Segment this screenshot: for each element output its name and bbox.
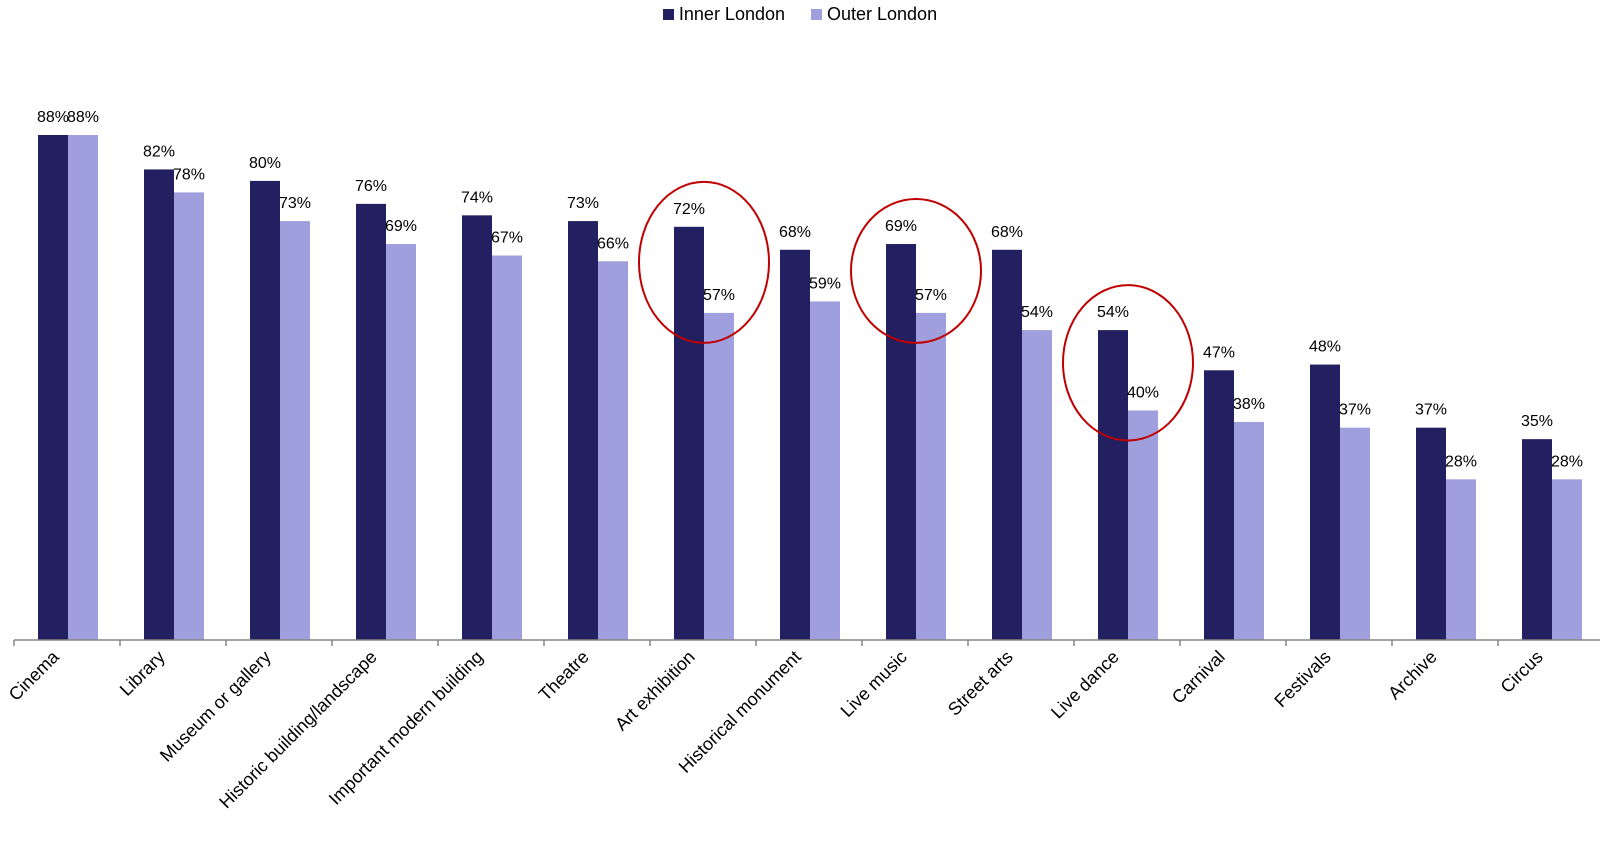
bar-inner-london-historical-monument <box>780 249 810 641</box>
bar-outer-london-museum-or-gallery <box>280 221 310 641</box>
data-label-inner-london-historical-monument: 68% <box>779 224 811 241</box>
category-label-archive: Archive <box>1384 647 1441 704</box>
bar-inner-london-historic-building-landscape <box>356 203 386 640</box>
data-label-outer-london-live-dance: 40% <box>1127 384 1159 401</box>
category-label-festivals: Festivals <box>1270 647 1334 711</box>
data-label-outer-london-carnival: 38% <box>1233 396 1265 413</box>
bar-outer-london-archive <box>1446 479 1476 640</box>
data-label-inner-london-museum-or-gallery: 80% <box>249 155 281 172</box>
data-label-inner-london-street-arts: 68% <box>991 224 1023 241</box>
data-label-inner-london-archive: 37% <box>1415 402 1447 419</box>
data-label-outer-london-archive: 28% <box>1445 453 1477 470</box>
data-label-inner-london-cinema: 88% <box>37 109 69 126</box>
data-label-inner-london-historic-building-landscape: 76% <box>355 178 387 195</box>
data-label-outer-london-library: 78% <box>173 166 205 183</box>
bar-inner-london-theatre <box>568 221 598 641</box>
data-label-outer-london-theatre: 66% <box>597 235 629 252</box>
legend-swatch-outer-london <box>811 9 822 20</box>
bar-outer-london-cinema <box>68 135 98 640</box>
data-label-outer-london-cinema: 88% <box>67 109 99 126</box>
category-label-street-arts: Street arts <box>944 647 1017 720</box>
legend-label-inner-london: Inner London <box>678 4 785 24</box>
category-label-museum-or-gallery: Museum or gallery <box>156 647 275 766</box>
bar-inner-london-museum-or-gallery <box>250 180 280 640</box>
data-label-outer-london-street-arts: 54% <box>1021 304 1053 321</box>
bar-inner-london-street-arts <box>992 249 1022 641</box>
category-label-library: Library <box>116 647 169 700</box>
category-label-carnival: Carnival <box>1168 647 1229 708</box>
bar-inner-london-carnival <box>1204 370 1234 640</box>
bar-outer-london-festivals <box>1340 427 1370 640</box>
bar-inner-london-live-dance <box>1098 330 1128 640</box>
category-label-theatre: Theatre <box>535 647 593 705</box>
data-label-inner-london-important-modern-building: 74% <box>461 189 493 206</box>
category-label-live-music: Live music <box>837 647 911 721</box>
highlight-ellipse-live-music <box>850 198 982 344</box>
bar-inner-london-cinema <box>38 135 68 640</box>
data-label-outer-london-festivals: 37% <box>1339 402 1371 419</box>
bar-outer-london-live-music <box>916 312 946 640</box>
data-label-outer-london-historic-building-landscape: 69% <box>385 218 417 235</box>
bar-outer-london-art-exhibition <box>704 312 734 640</box>
bar-outer-london-library <box>174 192 204 641</box>
bar-inner-london-archive <box>1416 427 1446 640</box>
data-label-outer-london-historical-monument: 59% <box>809 275 841 292</box>
data-label-inner-london-live-dance: 54% <box>1097 304 1129 321</box>
category-label-historical-monument: Historical monument <box>675 647 805 777</box>
bar-inner-london-important-modern-building <box>462 215 492 640</box>
legend-item-inner-london: Inner London <box>662 4 785 25</box>
bar-outer-london-theatre <box>598 261 628 640</box>
category-label-art-exhibition: Art exhibition <box>611 647 699 735</box>
bar-inner-london-circus <box>1522 439 1552 640</box>
data-label-outer-london-circus: 28% <box>1551 453 1583 470</box>
legend-swatch-inner-london <box>662 9 674 20</box>
data-label-inner-london-carnival: 47% <box>1203 344 1235 361</box>
bar-inner-london-library <box>144 169 174 640</box>
data-label-outer-london-museum-or-gallery: 73% <box>279 195 311 212</box>
data-label-inner-london-live-music: 69% <box>885 218 917 235</box>
legend-label-outer-london: Outer London <box>827 4 938 24</box>
data-label-inner-london-theatre: 73% <box>567 195 599 212</box>
bar-inner-london-art-exhibition <box>674 226 704 640</box>
bar-outer-london-historical-monument <box>810 301 840 640</box>
data-label-inner-london-art-exhibition: 72% <box>673 201 705 218</box>
category-label-cinema: Cinema <box>5 646 64 705</box>
bar-outer-london-street-arts <box>1022 330 1052 640</box>
data-label-outer-london-important-modern-building: 67% <box>491 230 523 247</box>
data-label-outer-london-live-music: 57% <box>915 287 947 304</box>
chart-legend: Inner London Outer London <box>0 4 1600 25</box>
bar-inner-london-live-music <box>886 244 916 640</box>
bar-outer-london-live-dance <box>1128 410 1158 640</box>
data-label-inner-london-library: 82% <box>143 143 175 160</box>
bar-outer-london-carnival <box>1234 421 1264 640</box>
bar-outer-london-important-modern-building <box>492 255 522 641</box>
legend-item-outer-london: Outer London <box>811 4 937 25</box>
bar-outer-london-historic-building-landscape <box>386 244 416 640</box>
category-label-live-dance: Live dance <box>1047 647 1123 723</box>
data-label-inner-london-festivals: 48% <box>1309 339 1341 356</box>
bar-outer-london-circus <box>1552 479 1582 640</box>
highlight-ellipse-live-dance <box>1062 284 1194 442</box>
data-label-inner-london-circus: 35% <box>1521 413 1553 430</box>
category-label-circus: Circus <box>1497 647 1547 697</box>
highlight-ellipse-art-exhibition <box>638 180 770 344</box>
bar-inner-london-festivals <box>1310 364 1340 640</box>
data-label-outer-london-art-exhibition: 57% <box>703 287 735 304</box>
